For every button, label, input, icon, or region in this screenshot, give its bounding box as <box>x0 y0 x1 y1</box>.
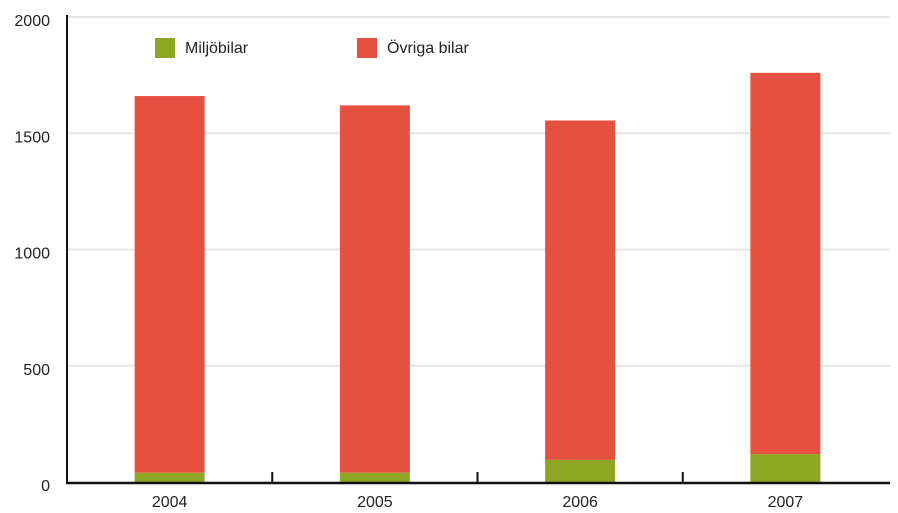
x-tick-label: 2005 <box>357 494 393 511</box>
bar-segment <box>339 105 410 473</box>
bar-segment <box>750 72 821 455</box>
bar-segment <box>134 96 205 473</box>
y-tick-label: 1000 <box>14 246 50 263</box>
bar-segment <box>750 454 821 482</box>
bar-segment <box>134 472 205 482</box>
x-tick-label: 2006 <box>562 494 598 511</box>
legend-label: Övriga bilar <box>387 39 469 57</box>
legend-swatch <box>357 38 377 58</box>
bar-segment <box>545 459 616 482</box>
y-tick-label: 500 <box>23 362 50 379</box>
y-tick-label: 0 <box>41 478 50 495</box>
x-tick-label: 2007 <box>768 494 804 511</box>
y-tick-label: 2000 <box>14 13 50 30</box>
legend-swatch <box>155 38 175 58</box>
bar-segment <box>545 120 616 460</box>
legend-label: Miljöbilar <box>185 40 249 57</box>
x-tick-label: 2004 <box>152 494 188 511</box>
bar-segment <box>339 472 410 482</box>
y-tick-label: 1500 <box>14 129 50 146</box>
